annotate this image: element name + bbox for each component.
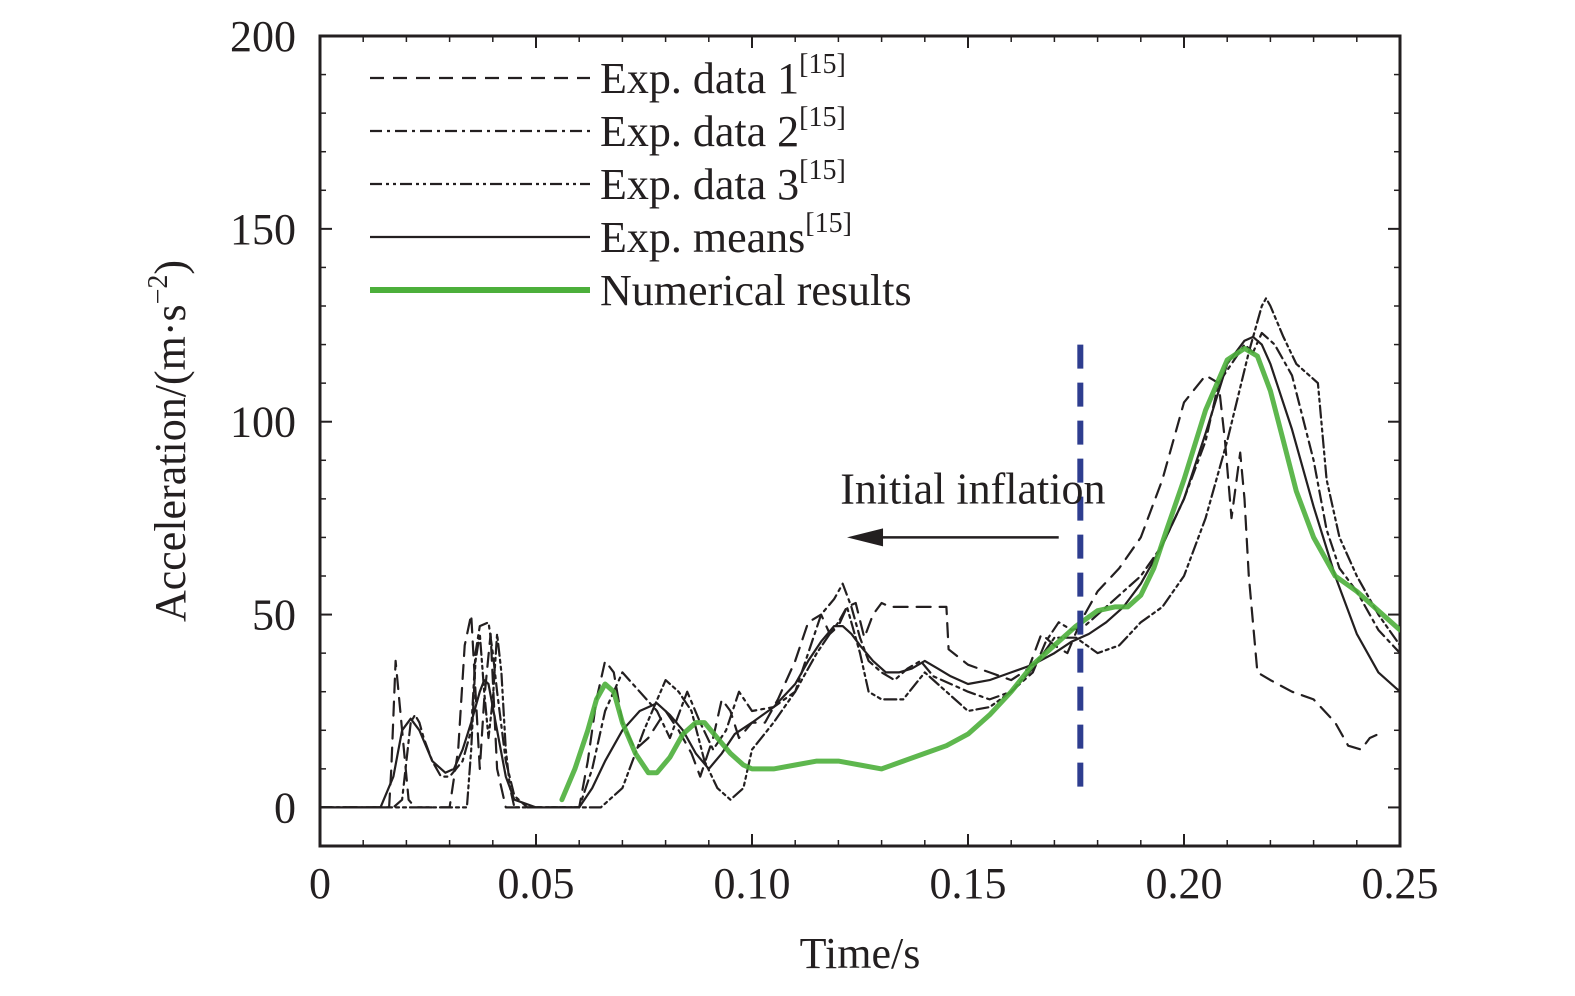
y-axis-title: Acceleration/(m·s−2) <box>143 260 195 622</box>
plot-frame <box>318 34 1402 848</box>
x-tick-label: 0.25 <box>1362 859 1439 908</box>
legend-label-3: Exp. data 3[15] <box>600 155 846 209</box>
y-axis-title-main: Acceleration/(m·s <box>146 304 195 622</box>
series-line-5 <box>559 345 1400 803</box>
legend-label-1: Exp. data 1[15] <box>600 49 846 103</box>
series-layer <box>320 297 1400 809</box>
legend-name: Exp. means <box>600 213 805 262</box>
arrow-head <box>847 528 884 547</box>
y-tick-label: 50 <box>252 591 296 640</box>
legend-name: Exp. data 1 <box>600 54 799 103</box>
legend-ref: [15] <box>799 49 846 80</box>
y-tick-label: 100 <box>230 398 296 447</box>
legend-ref: [15] <box>799 155 846 186</box>
legend-ref: [15] <box>799 102 846 133</box>
x-axis-title: Time/s <box>800 929 921 978</box>
legend-label-5: Numerical results <box>600 266 912 315</box>
legend-name: Exp. data 2 <box>600 107 799 156</box>
legend-name: Numerical results <box>600 266 912 315</box>
y-tick-label: 150 <box>230 205 296 254</box>
y-axis-title-exponent: −2 <box>143 275 174 305</box>
initial-inflation-label: Initial inflation <box>840 464 1105 513</box>
y-tick-label: 200 <box>230 12 296 61</box>
axis-ticks: 0 0.05 0.10 0.15 0.20 0.25 0 50 100 150 200 <box>230 12 1439 908</box>
x-tick-label: 0.15 <box>930 859 1007 908</box>
legend: Exp. data 1[15]Exp. data 2[15]Exp. data … <box>370 49 912 315</box>
series-line-3 <box>320 297 1400 809</box>
series-line-2 <box>320 331 1400 809</box>
x-tick-label: 0 <box>309 859 331 908</box>
y-axis-title-close: ) <box>146 260 195 275</box>
y-tick-label: 0 <box>274 783 296 832</box>
series-line-1 <box>320 374 1380 809</box>
legend-ref: [15] <box>805 208 852 239</box>
legend-name: Exp. data 3 <box>600 160 799 209</box>
x-tick-label: 0.05 <box>498 859 575 908</box>
legend-label-2: Exp. data 2[15] <box>600 102 846 156</box>
legend-label-4: Exp. means[15] <box>600 208 852 262</box>
series-line-4 <box>320 335 1400 809</box>
annotation-layer: Initial inflation <box>840 344 1105 792</box>
x-tick-label: 0.10 <box>714 859 791 908</box>
x-tick-label: 0.20 <box>1146 859 1223 908</box>
